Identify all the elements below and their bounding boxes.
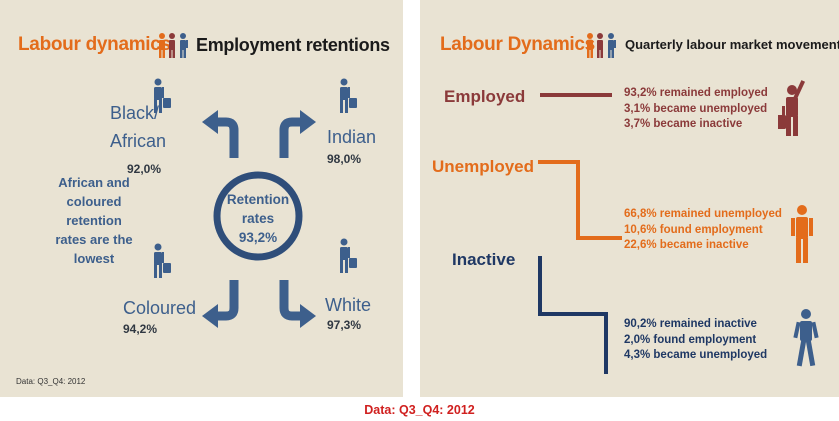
group-name-black-african-line2: African [110,131,167,151]
group-name-coloured: Coloured [123,298,197,318]
left-panel: Labour dynamics Employment retentions Bl… [0,0,403,397]
retention-center-value: 93,2% [238,230,278,245]
category-label-unemployed: Unemployed [432,157,535,176]
category-label-inactive: Inactive [452,250,516,269]
right-title-black: Quarterly labour market movements [625,37,839,52]
retention-center-line2: rates [241,211,275,226]
category-label-employed: Employed [444,87,526,106]
inactive-stat-line: 4,3% became unemployed [624,349,768,361]
people-group-icon [587,33,616,58]
retention-note-line: lowest [73,251,115,266]
curved-arrow-icon [202,110,239,158]
employed-stat-line: 3,1% became unemployed [624,102,768,115]
group-name-white: White [325,295,372,315]
inactive-stats: 90,2% remained inactive 2,0% found emplo… [624,317,767,364]
inactive-connector [538,256,608,374]
inactive-stat-line: 2,0% found employment [624,333,757,346]
employed-connector [540,93,612,97]
right-title-orange: Labour Dynamics [440,34,595,55]
group-value-white: 97,3% [327,318,362,332]
retention-note-line: rates are the [55,232,133,247]
person-with-suitcase-icon [154,243,171,278]
people-group-icon [159,33,188,58]
retention-center-line1: Retention [226,192,290,207]
person-walking-icon [793,309,819,367]
retention-note-line: coloured [66,194,122,209]
right-panel: Labour Dynamics Quarterly labour market … [420,0,839,397]
curved-arrow-icon [279,110,316,158]
inactive-stat-line: 90,2% remained inactive [624,318,757,330]
employed-stat-line: 3,7% became inactive [624,118,743,130]
retention-note-line: African and [58,175,130,190]
unemployed-connector [538,160,622,240]
retention-center: Retention rates 93,2% [212,190,304,247]
group-value-indian: 98,0% [327,152,362,166]
curved-arrow-icon [202,280,239,328]
employed-stats: 93,2% remained employed 3,1% became unem… [624,86,768,133]
person-standing-icon [791,205,813,263]
group-name-indian: Indian [327,127,377,147]
retention-note: African and coloured retention rates are… [36,173,152,268]
person-waving-icon [778,80,806,136]
unemployed-stat-line: 22,6% became inactive [624,239,749,251]
left-title-orange: Labour dynamics [18,34,171,55]
unemployed-stats: 66,8% remained unemployed 10,6% found em… [624,207,782,254]
unemployed-stat-line: 66,8% remained unemployed [624,208,782,220]
unemployed-stat-line: 10,6% found employment [624,223,763,236]
group-name-black-african-line1: Black/ [110,103,160,123]
curved-arrow-icon [279,280,316,328]
retention-circle [213,171,303,261]
person-with-suitcase-icon [340,78,357,113]
person-with-suitcase-icon [340,238,357,273]
left-data-source: Data: Q3_Q4: 2012 [16,377,86,386]
group-value-coloured: 94,2% [123,322,158,336]
person-with-suitcase-icon [154,78,171,113]
employed-stat-line: 93,2% remained employed [624,87,768,99]
group-value-black-african: 92,0% [127,162,162,176]
footer-data-source: Data: Q3_Q4: 2012 [364,403,475,417]
retention-note-line: retention [66,213,122,228]
left-title-black: Employment retentions [196,35,390,55]
